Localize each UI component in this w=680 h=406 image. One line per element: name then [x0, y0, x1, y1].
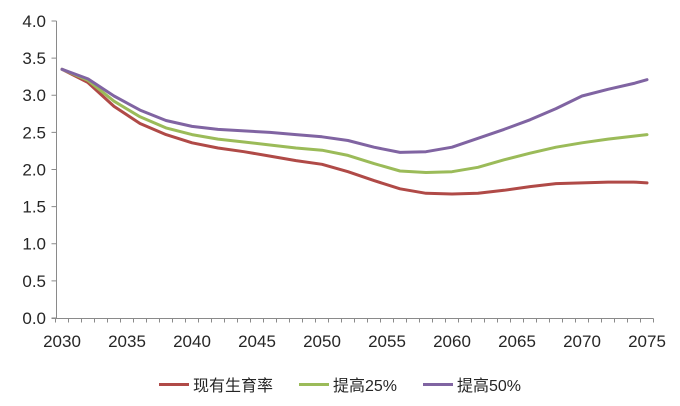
legend-swatch-plus25 — [298, 382, 329, 386]
x-axis-ticks — [55, 318, 654, 323]
x-tick-label: 2050 — [303, 332, 341, 351]
legend-swatch-plus50 — [423, 382, 453, 386]
legend-item-current: 现有生育率 — [158, 372, 273, 396]
y-axis-ticks: 0.0 0.5 1.0 1.5 2.0 2.5 3.0 3.5 4.0 — [22, 12, 57, 328]
x-tick-label: 2065 — [498, 332, 536, 351]
y-tick-label: 1.0 — [22, 235, 46, 254]
x-tick-label: 2060 — [433, 332, 471, 351]
x-tick-label: 2055 — [368, 332, 406, 351]
y-tick-label: 1.5 — [22, 198, 46, 217]
y-tick-label: 0.0 — [22, 309, 46, 328]
legend-label-plus50: 提高50% — [457, 378, 522, 395]
x-tick-label: 2070 — [563, 332, 601, 351]
y-tick-label: 2.0 — [22, 160, 46, 179]
y-tick-label: 3.5 — [22, 49, 46, 68]
y-tick-label: 2.5 — [22, 123, 46, 142]
y-tick-label: 0.5 — [22, 272, 46, 291]
legend-label-current: 现有生育率 — [192, 378, 273, 395]
legend-label-plus25: 提高25% — [332, 378, 397, 395]
series-line-plus25 — [60, 67, 649, 174]
x-tick-label: 2035 — [108, 332, 146, 351]
series-line-current — [60, 67, 649, 196]
legend-item-plus50: 提高50% — [423, 372, 521, 396]
x-tick-label: 2030 — [43, 332, 81, 351]
x-tick-label: 2045 — [238, 332, 276, 351]
legend-item-plus25: 提高25% — [298, 372, 397, 396]
y-tick-label: 3.0 — [22, 86, 46, 105]
legend-swatch-current — [158, 382, 189, 386]
axes — [51, 21, 654, 319]
x-tick-label: 2040 — [173, 332, 211, 351]
series-line-plus50 — [60, 67, 649, 154]
chart-legend: 现有生育率 提高25% 提高50% — [0, 372, 680, 396]
y-tick-label: 4.0 — [22, 12, 46, 31]
x-axis-labels: 2030 2035 2040 2045 2050 2055 2060 2065 2070 2075 — [43, 332, 666, 351]
x-tick-label: 2075 — [628, 332, 666, 351]
